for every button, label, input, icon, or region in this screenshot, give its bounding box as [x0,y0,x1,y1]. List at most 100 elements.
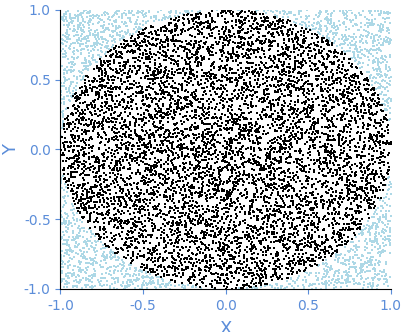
Point [376,97,382,102]
Point [327,202,333,207]
Point [91,238,98,244]
Point [124,231,131,236]
Point [324,9,330,14]
Point [97,87,104,93]
Point [252,17,258,22]
Point [183,10,189,15]
Point [64,116,70,121]
Point [104,177,110,182]
Point [198,170,204,176]
Point [99,192,106,197]
Point [370,33,377,38]
Point [146,56,153,61]
Point [332,218,338,223]
Point [369,158,376,163]
Point [180,283,187,288]
Point [157,142,163,148]
Point [301,164,308,169]
Point [60,220,67,225]
Point [381,9,387,14]
Point [339,92,346,97]
Point [86,247,92,252]
Point [163,53,170,58]
Point [348,156,354,161]
Point [180,15,186,20]
Point [313,120,320,125]
Point [188,125,194,130]
Point [149,42,155,48]
Point [364,40,370,45]
Point [345,279,351,285]
Point [328,11,334,16]
Point [60,144,67,150]
Point [132,131,138,136]
Point [65,45,72,50]
Point [278,205,285,210]
Point [280,176,287,181]
Point [160,69,167,74]
Point [75,118,82,123]
Point [96,119,102,124]
Point [235,68,241,73]
Point [148,132,155,138]
Point [195,221,201,226]
Point [162,38,169,43]
Point [229,240,236,246]
Point [243,102,249,107]
Point [189,140,195,146]
Point [282,285,289,290]
Point [323,260,329,266]
Point [158,274,164,280]
Point [320,103,326,109]
Point [168,53,174,59]
Point [106,107,112,112]
Point [181,238,187,244]
Point [103,70,110,75]
Point [339,174,345,179]
Point [91,105,98,111]
Point [309,67,316,72]
Point [347,164,353,169]
Point [134,134,141,139]
Point [340,113,346,118]
Point [210,255,216,261]
Point [225,20,231,25]
Point [345,274,352,280]
Point [141,154,147,159]
Point [266,91,272,97]
Point [219,207,225,212]
Point [204,183,210,188]
Point [172,59,179,64]
Point [142,219,148,224]
Point [111,57,118,63]
Point [322,64,329,70]
Point [296,259,303,264]
Point [170,200,177,206]
Point [224,196,231,202]
Point [62,54,68,59]
Point [227,270,234,275]
Point [384,97,391,102]
Point [323,108,329,113]
Point [140,13,146,18]
Point [284,127,290,133]
Point [326,212,332,217]
Point [310,107,316,112]
Point [157,87,163,93]
Point [374,133,380,138]
Point [255,159,262,164]
Point [135,209,142,214]
Point [361,197,367,203]
Point [109,119,115,124]
Point [156,70,163,76]
Point [152,172,159,177]
Point [320,258,326,263]
Point [148,55,155,60]
Point [82,8,89,13]
Point [145,208,152,213]
Point [117,24,124,30]
Point [176,214,183,219]
Point [81,162,87,167]
Point [197,22,204,28]
Point [184,257,191,262]
